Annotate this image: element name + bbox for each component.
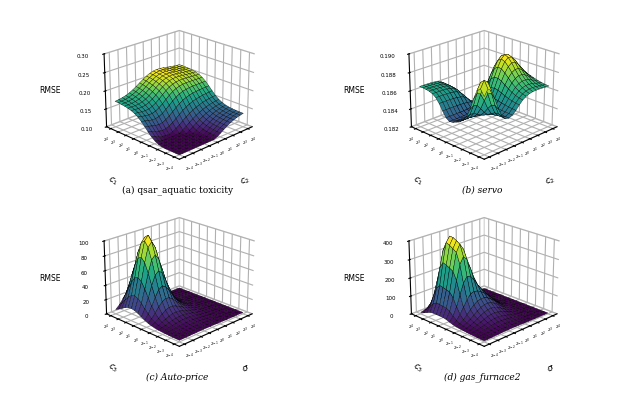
Title: (c) Auto-price: (c) Auto-price [146,373,209,382]
X-axis label: $\sigma$: $\sigma$ [240,362,251,374]
X-axis label: $c_2$: $c_2$ [543,174,557,188]
Y-axis label: $c_1$: $c_1$ [106,174,120,188]
X-axis label: $c_2$: $c_2$ [239,174,253,188]
Title: (d) gas_furnace2: (d) gas_furnace2 [444,373,520,382]
X-axis label: $\sigma$: $\sigma$ [545,362,556,374]
Y-axis label: $c_3$: $c_3$ [411,361,425,375]
Title: (b) servo: (b) servo [462,185,502,195]
Title: (a) qsar_aquatic toxicity: (a) qsar_aquatic toxicity [122,185,233,195]
Y-axis label: $c_3$: $c_3$ [106,361,120,375]
Y-axis label: $c_1$: $c_1$ [411,174,425,188]
